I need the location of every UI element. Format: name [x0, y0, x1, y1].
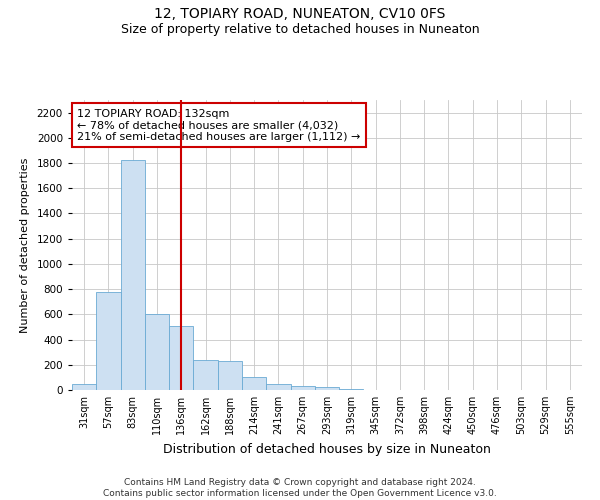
Bar — [96, 292, 121, 390]
Text: Contains HM Land Registry data © Crown copyright and database right 2024.
Contai: Contains HM Land Registry data © Crown c… — [103, 478, 497, 498]
Bar — [266, 384, 290, 390]
Bar — [242, 377, 266, 390]
Bar — [218, 361, 242, 390]
Bar — [290, 386, 315, 390]
Bar — [72, 384, 96, 390]
Bar — [193, 360, 218, 390]
Text: Size of property relative to detached houses in Nuneaton: Size of property relative to detached ho… — [121, 22, 479, 36]
Bar — [169, 326, 193, 390]
Bar — [315, 388, 339, 390]
Bar — [145, 314, 169, 390]
Y-axis label: Number of detached properties: Number of detached properties — [20, 158, 30, 332]
Text: 12, TOPIARY ROAD, NUNEATON, CV10 0FS: 12, TOPIARY ROAD, NUNEATON, CV10 0FS — [154, 8, 446, 22]
Bar — [121, 160, 145, 390]
Text: 12 TOPIARY ROAD: 132sqm
← 78% of detached houses are smaller (4,032)
21% of semi: 12 TOPIARY ROAD: 132sqm ← 78% of detache… — [77, 108, 361, 142]
Text: Distribution of detached houses by size in Nuneaton: Distribution of detached houses by size … — [163, 442, 491, 456]
